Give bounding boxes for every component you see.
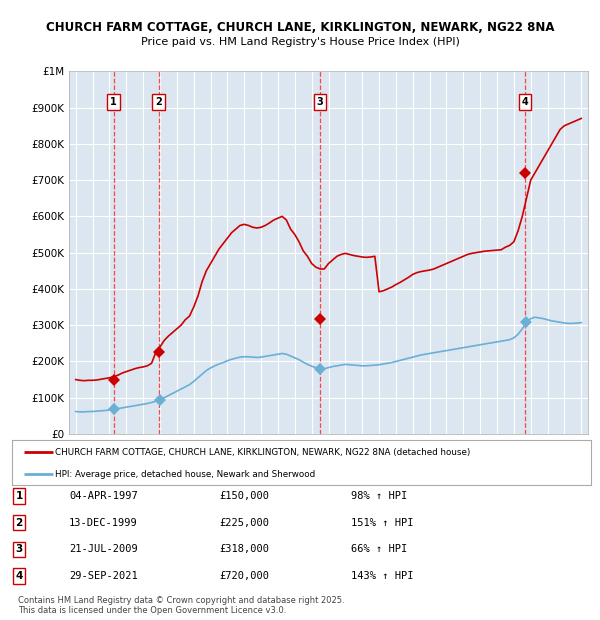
Text: 2: 2 — [155, 97, 162, 107]
Text: 66% ↑ HPI: 66% ↑ HPI — [351, 544, 407, 554]
Text: CHURCH FARM COTTAGE, CHURCH LANE, KIRKLINGTON, NEWARK, NG22 8NA: CHURCH FARM COTTAGE, CHURCH LANE, KIRKLI… — [46, 21, 554, 33]
Text: £150,000: £150,000 — [219, 491, 269, 501]
Text: £318,000: £318,000 — [219, 544, 269, 554]
Text: Price paid vs. HM Land Registry's House Price Index (HPI): Price paid vs. HM Land Registry's House … — [140, 37, 460, 47]
Text: 3: 3 — [317, 97, 323, 107]
Text: 4: 4 — [16, 571, 23, 581]
Text: £225,000: £225,000 — [219, 518, 269, 528]
Text: 21-JUL-2009: 21-JUL-2009 — [69, 544, 138, 554]
Text: 4: 4 — [522, 97, 529, 107]
Text: 04-APR-1997: 04-APR-1997 — [69, 491, 138, 501]
Text: 1: 1 — [110, 97, 117, 107]
Text: CHURCH FARM COTTAGE, CHURCH LANE, KIRKLINGTON, NEWARK, NG22 8NA (detached house): CHURCH FARM COTTAGE, CHURCH LANE, KIRKLI… — [55, 448, 471, 457]
Text: £720,000: £720,000 — [219, 571, 269, 581]
Text: Contains HM Land Registry data © Crown copyright and database right 2025.
This d: Contains HM Land Registry data © Crown c… — [18, 596, 344, 615]
Text: 3: 3 — [16, 544, 23, 554]
Text: 143% ↑ HPI: 143% ↑ HPI — [351, 571, 413, 581]
Text: HPI: Average price, detached house, Newark and Sherwood: HPI: Average price, detached house, Newa… — [55, 469, 316, 479]
Text: 13-DEC-1999: 13-DEC-1999 — [69, 518, 138, 528]
Text: 29-SEP-2021: 29-SEP-2021 — [69, 571, 138, 581]
Text: 98% ↑ HPI: 98% ↑ HPI — [351, 491, 407, 501]
Text: 151% ↑ HPI: 151% ↑ HPI — [351, 518, 413, 528]
Text: 1: 1 — [16, 491, 23, 501]
Text: 2: 2 — [16, 518, 23, 528]
